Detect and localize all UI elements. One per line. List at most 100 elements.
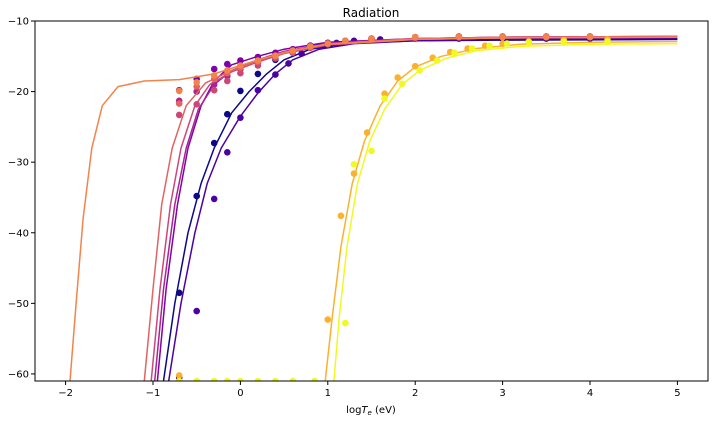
series-8 xyxy=(175,38,678,381)
series-point xyxy=(175,87,183,95)
y-tick-label: −20 xyxy=(8,87,29,98)
series-0 xyxy=(162,35,678,381)
series-7 xyxy=(175,36,678,381)
series-point xyxy=(272,52,279,59)
series-layer xyxy=(69,33,678,381)
series-point xyxy=(193,79,200,86)
series-point xyxy=(193,101,200,108)
series-point xyxy=(394,74,402,81)
series-point xyxy=(324,316,332,323)
series-point xyxy=(254,377,262,381)
series-point xyxy=(311,377,318,381)
series-point xyxy=(289,47,297,54)
series-point xyxy=(285,60,292,67)
series-point xyxy=(224,377,231,381)
series-point xyxy=(486,42,493,49)
series-point xyxy=(543,33,550,41)
series-point xyxy=(254,70,262,78)
series-point xyxy=(210,139,218,147)
series-point xyxy=(586,33,594,41)
x-axis-label-log: log xyxy=(346,405,361,416)
series-point xyxy=(272,71,279,78)
series-point xyxy=(604,38,611,45)
x-axis-label-sub: e xyxy=(368,409,372,417)
series-point xyxy=(193,377,200,381)
series-point xyxy=(175,111,183,119)
series-point xyxy=(368,35,375,42)
x-tick-label: 5 xyxy=(674,388,680,399)
series-point xyxy=(433,57,441,64)
series-point xyxy=(363,129,371,136)
series-point xyxy=(193,88,200,95)
series-point xyxy=(237,114,244,121)
series-point xyxy=(350,161,358,168)
x-axis: −2 −1 0 1 2 3 4 5 xyxy=(58,381,681,399)
series-point xyxy=(210,195,218,203)
series-point xyxy=(381,90,388,97)
x-tick-label: −1 xyxy=(146,388,161,399)
series-point xyxy=(416,67,423,74)
series-5 xyxy=(143,33,678,381)
series-line xyxy=(150,36,678,381)
series-point xyxy=(193,192,200,200)
series-point xyxy=(411,62,419,70)
series-line xyxy=(143,35,678,381)
series-point xyxy=(193,307,200,315)
x-tick-label: 3 xyxy=(499,388,505,399)
series-point xyxy=(455,33,463,41)
y-tick-label: −60 xyxy=(8,369,29,380)
series-6 xyxy=(69,33,678,381)
series-point xyxy=(368,147,375,155)
x-tick-label: −2 xyxy=(58,388,73,399)
x-tick-label: 0 xyxy=(237,388,243,399)
series-point xyxy=(237,69,244,77)
x-tick-label: 1 xyxy=(325,388,331,399)
series-point xyxy=(350,170,358,177)
series-point xyxy=(210,72,218,79)
series-line xyxy=(167,37,678,381)
series-point xyxy=(224,67,231,74)
series-point xyxy=(337,212,345,220)
series-line xyxy=(153,35,678,381)
series-point xyxy=(468,45,476,52)
series-point xyxy=(237,62,244,69)
series-3 xyxy=(153,33,678,381)
series-point xyxy=(525,38,533,46)
series-point xyxy=(224,77,231,85)
x-tick-label: 2 xyxy=(412,388,418,399)
series-point xyxy=(411,33,419,41)
series-point xyxy=(237,87,244,95)
series-2 xyxy=(156,33,678,381)
series-point xyxy=(210,377,218,381)
series-4 xyxy=(150,33,678,381)
series-point xyxy=(175,377,183,381)
series-point xyxy=(254,57,262,64)
x-axis-label-unit: (eV) xyxy=(372,405,396,416)
series-point xyxy=(272,377,279,381)
series-point xyxy=(210,65,218,73)
series-point xyxy=(237,377,244,381)
series-point xyxy=(210,86,218,94)
x-axis-label-var: T xyxy=(361,405,368,416)
series-point xyxy=(224,60,231,68)
y-tick-label: −10 xyxy=(8,17,29,28)
series-point xyxy=(224,110,231,118)
series-point xyxy=(342,319,349,327)
series-point xyxy=(298,50,305,57)
series-1 xyxy=(167,34,678,381)
series-point xyxy=(398,80,406,88)
x-tick-label: 4 xyxy=(587,388,593,399)
y-tick-label: −30 xyxy=(8,158,29,169)
y-tick-label: −40 xyxy=(8,228,29,239)
series-point xyxy=(175,372,183,379)
series-point xyxy=(237,57,244,64)
series-point xyxy=(254,86,262,94)
series-point xyxy=(503,40,511,47)
series-line xyxy=(69,36,678,381)
y-tick-label: −50 xyxy=(8,299,29,310)
x-axis-label: logTe (eV) xyxy=(346,405,396,417)
series-point xyxy=(307,43,314,50)
series-point xyxy=(499,33,506,41)
series-line xyxy=(324,40,678,381)
series-point xyxy=(381,95,388,102)
